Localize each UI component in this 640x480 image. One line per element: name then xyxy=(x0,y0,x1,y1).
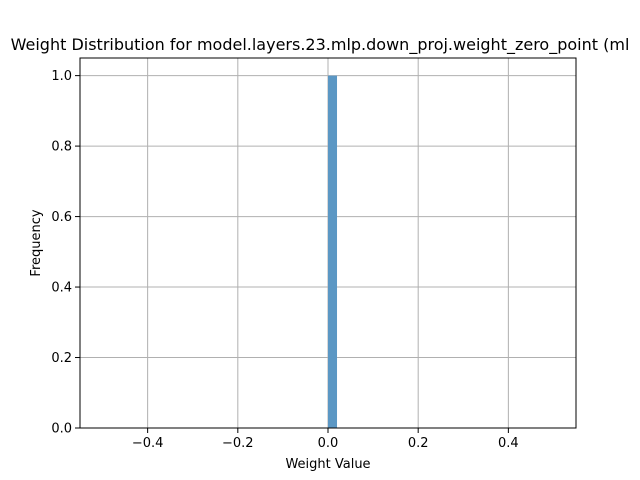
y-tick-label: 0.2 xyxy=(51,351,72,366)
x-tick-label: −0.4 xyxy=(132,436,164,451)
y-tick-label: 1.0 xyxy=(51,69,72,84)
x-tick-label: 0.2 xyxy=(408,436,429,451)
y-tick-label: 0.8 xyxy=(51,140,72,155)
y-axis-label: Frequency xyxy=(29,209,44,276)
x-tick-label: 0.4 xyxy=(498,436,519,451)
x-tick-label: 0.0 xyxy=(318,436,339,451)
y-tick-label: 0.4 xyxy=(51,281,72,296)
axis-ticks: −0.4 −0.2 0.0 0.2 0.4 0.0 0.2 0.4 0.6 0.8 1.0 xyxy=(51,69,518,451)
chart-title: Weight Distribution for model.layers.23.… xyxy=(11,35,630,55)
y-tick-label: 0.6 xyxy=(51,210,72,225)
bars xyxy=(328,75,338,428)
y-tick-label: 0.0 xyxy=(51,422,72,437)
x-tick-label: −0.2 xyxy=(222,436,254,451)
histogram-bar xyxy=(328,75,338,428)
x-axis-label: Weight Value xyxy=(285,457,370,472)
